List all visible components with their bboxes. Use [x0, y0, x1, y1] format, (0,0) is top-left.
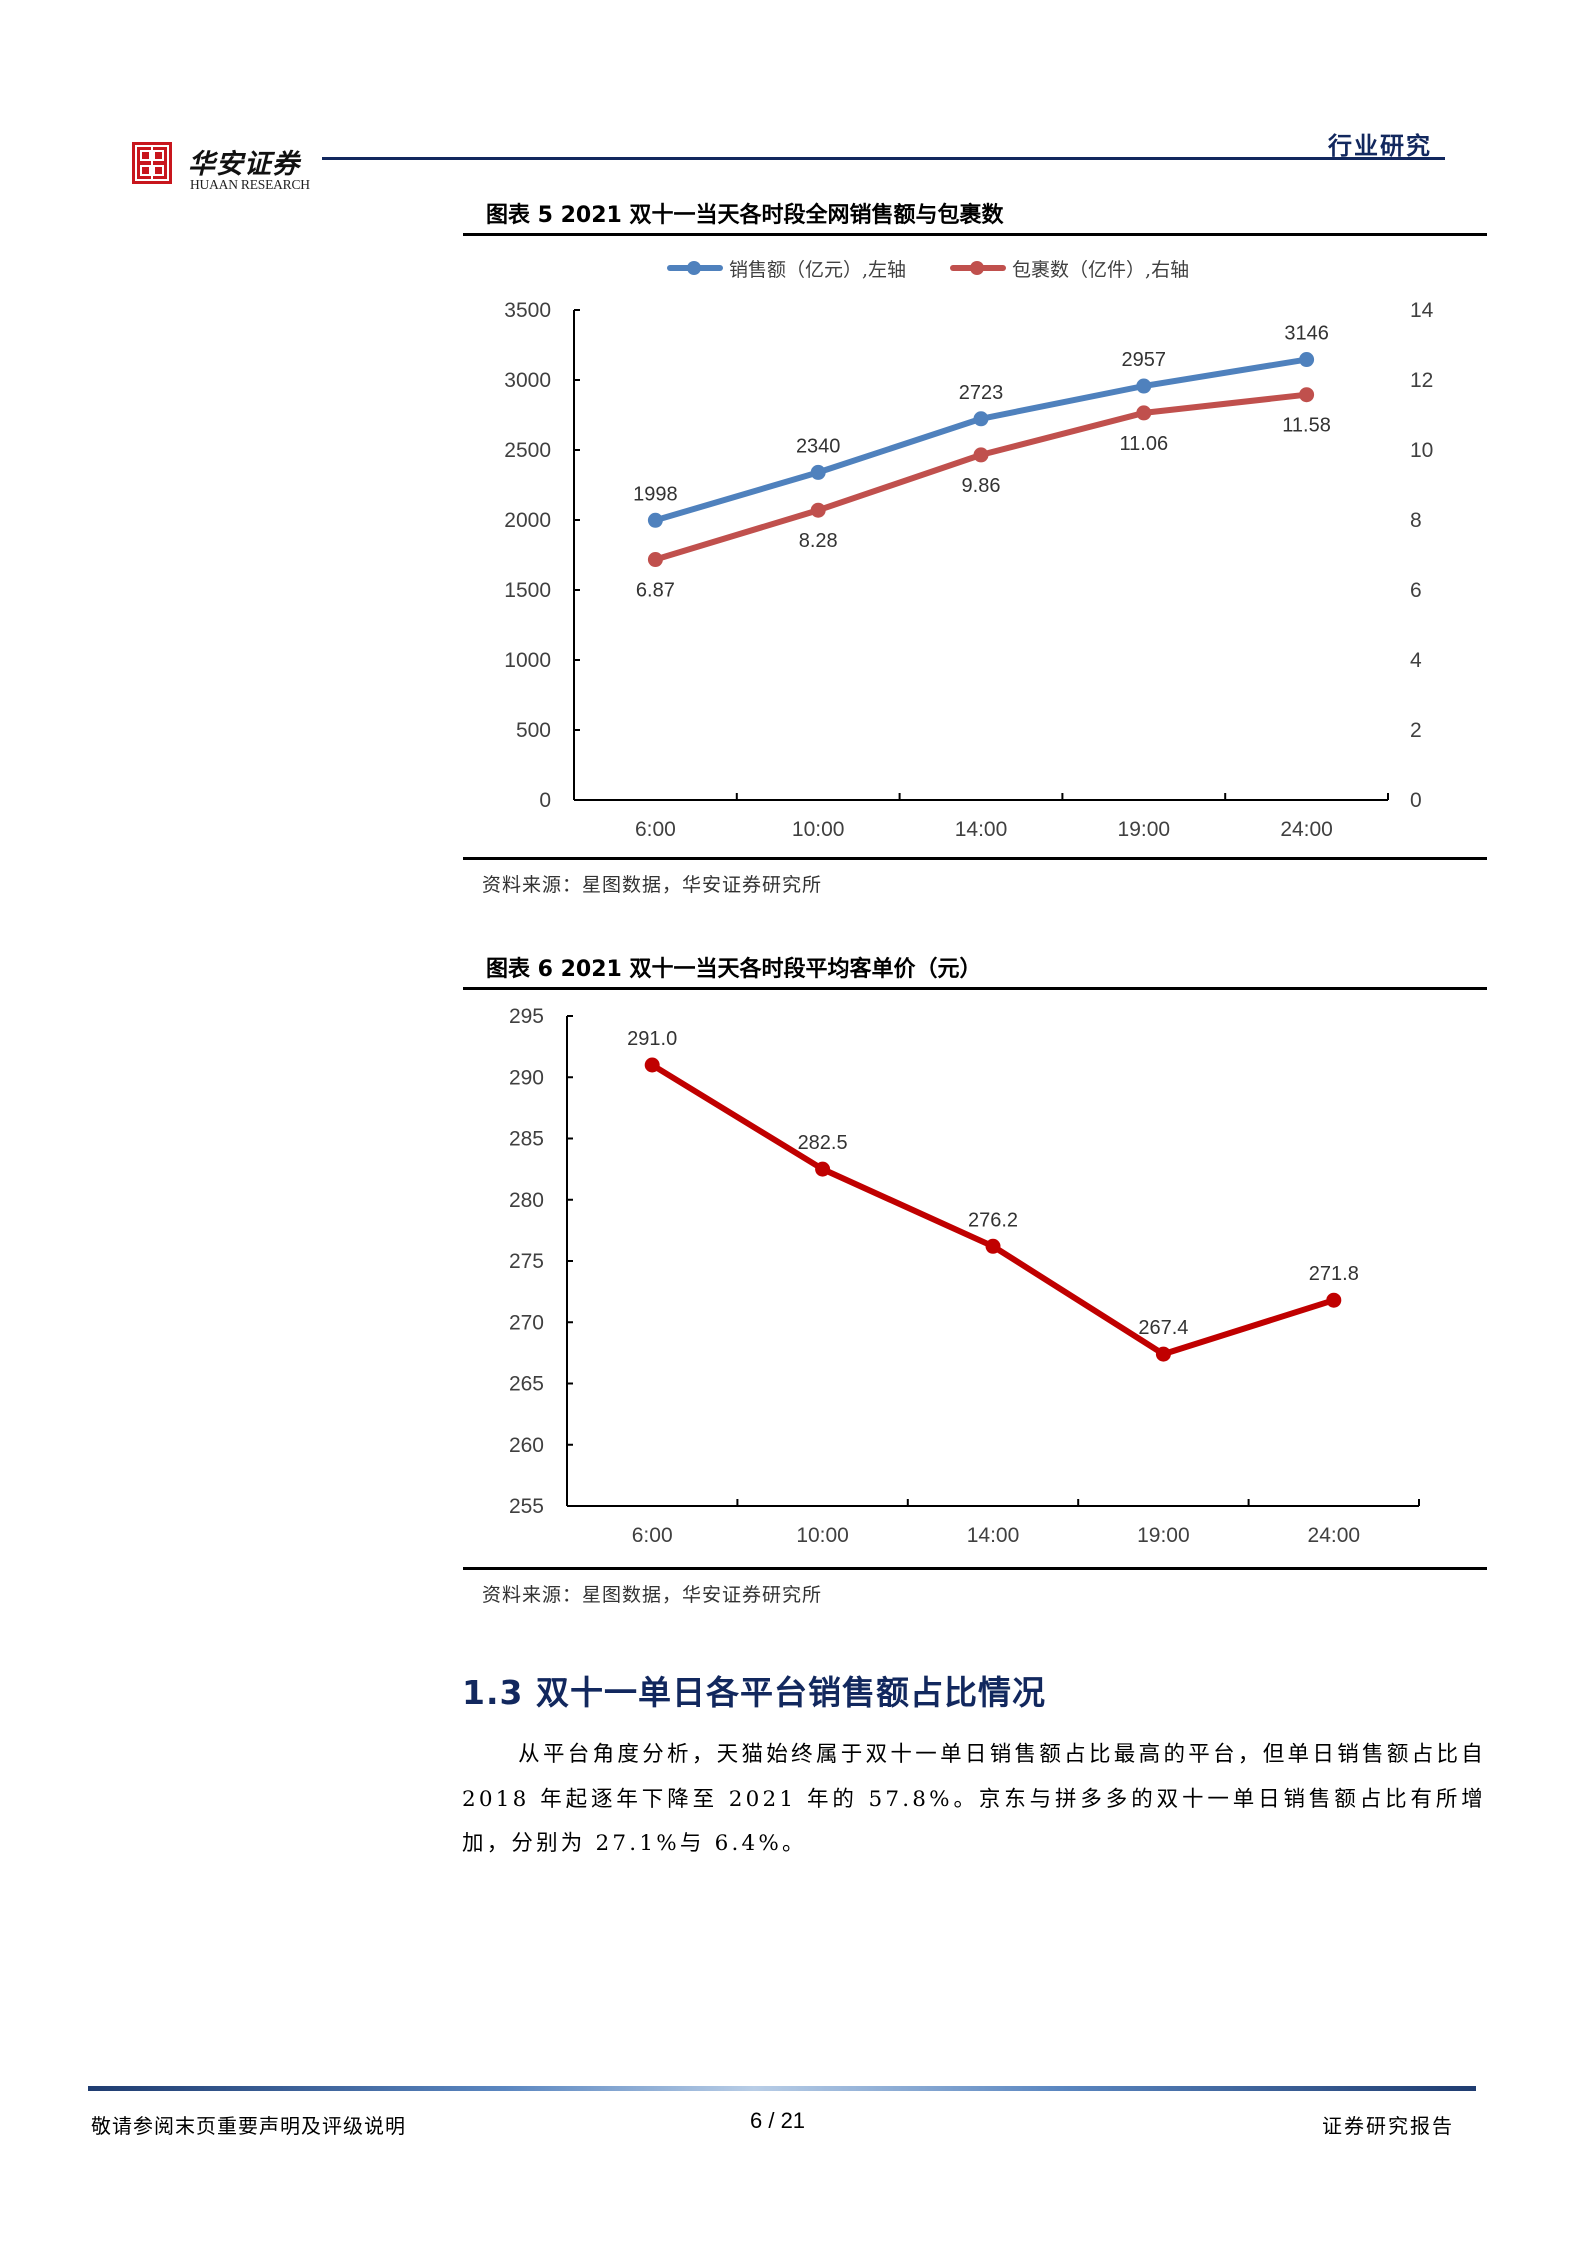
data-label: 2957 [1122, 349, 1167, 371]
x-tick-label: 19:00 [1118, 818, 1171, 841]
footer-doc-type: 证券研究报告 [1322, 2114, 1454, 2138]
figure-5-top-rule [463, 233, 1487, 236]
x-tick-label: 10:00 [792, 818, 845, 841]
y-tick-label: 2000 [504, 509, 551, 532]
figure-6-top-rule [463, 987, 1487, 990]
x-tick-label: 10:00 [796, 1524, 849, 1547]
header-divider [322, 157, 1445, 160]
figure-6-bottom-rule [463, 1567, 1487, 1570]
data-point-marker [810, 502, 826, 518]
data-point-marker [1299, 387, 1315, 403]
sales-parcels-line-chart: 0 500 1000 1500 2000 2500 3000 3500 6:00 10:00 14:… [504, 299, 1434, 841]
y2-tick-label: 2 [1410, 719, 1422, 742]
body-paragraph: 从平台角度分析，天猫始终属于双十一单日销售额占比最高的平台，但单日销售额占比自 … [462, 1733, 1486, 1867]
x-tick-label: 14:00 [955, 818, 1008, 841]
data-point-marker [647, 552, 663, 568]
y2-tick-label: 8 [1410, 509, 1422, 532]
legend-item-parcels: 包裹数（亿件）,右轴 [950, 255, 1189, 282]
data-label: 9.86 [962, 475, 1001, 497]
report-category: 行业研究 [1328, 131, 1432, 160]
data-point-marker [985, 1238, 1001, 1254]
y2-tick-label: 14 [1410, 299, 1434, 322]
y-tick-label: 0 [539, 789, 551, 812]
x-tick-label: 14:00 [967, 1524, 1020, 1547]
line-marker-icon [667, 261, 723, 275]
figure-5-title: 图表 5 2021 双十一当天各时段全网销售额与包裹数 [486, 203, 1004, 228]
data-point-marker [1155, 1346, 1171, 1362]
figure-5-bottom-rule [463, 857, 1487, 860]
data-point-marker [644, 1057, 660, 1073]
y-tick-label: 3500 [504, 299, 551, 322]
data-label: 6.87 [636, 580, 675, 602]
data-point-marker [1136, 405, 1152, 421]
data-label: 11.06 [1120, 433, 1169, 455]
data-label: 2723 [959, 382, 1004, 404]
data-point-marker [810, 464, 826, 480]
y-tick-label: 290 [509, 1066, 544, 1089]
y-tick-label: 295 [509, 1005, 544, 1028]
y2-tick-label: 10 [1410, 439, 1433, 462]
data-label: 8.28 [799, 530, 838, 552]
data-label: 1998 [633, 483, 678, 505]
x-tick-label: 6:00 [635, 818, 676, 841]
logo-knot-icon [135, 145, 169, 181]
y-tick-label: 275 [509, 1250, 544, 1273]
section-heading: 1.3 双十一单日各平台销售额占比情况 [462, 1673, 1046, 1712]
data-point-marker [815, 1161, 831, 1177]
data-point-marker [973, 447, 989, 463]
y2-tick-label: 12 [1410, 369, 1433, 392]
data-label: 291.0 [627, 1028, 677, 1050]
figure-6-source: 资料来源：星图数据，华安证券研究所 [482, 1584, 823, 1606]
x-tick-label: 24:00 [1280, 818, 1333, 841]
footer-disclaimer: 敬请参阅末页重要声明及评级说明 [91, 2114, 406, 2138]
data-label: 2340 [796, 435, 841, 457]
data-point-marker [1299, 352, 1315, 368]
legend-label: 销售额（亿元）,左轴 [729, 258, 907, 281]
data-label: 11.58 [1282, 415, 1331, 437]
data-label: 271.8 [1309, 1263, 1359, 1285]
data-point-marker [647, 512, 663, 528]
page-number: 6 / 21 [750, 2108, 806, 2133]
y-tick-label: 280 [509, 1189, 544, 1212]
data-label: 267.4 [1138, 1317, 1188, 1339]
brand-name-en: HUAAN RESEARCH [190, 177, 310, 192]
legend-item-sales: 销售额（亿元）,左轴 [667, 255, 906, 282]
y-tick-label: 260 [509, 1434, 544, 1457]
y-tick-label: 255 [509, 1495, 544, 1518]
x-tick-label: 24:00 [1308, 1524, 1361, 1547]
data-label: 3146 [1284, 323, 1329, 345]
data-label: 282.5 [798, 1132, 848, 1154]
brand-name-cn: 华安证券 [188, 149, 300, 180]
x-tick-label: 6:00 [632, 1524, 673, 1547]
y-tick-label: 2500 [504, 439, 551, 462]
y-tick-label: 270 [509, 1311, 544, 1334]
avg-order-value-line-chart: 255 260 265 270 275 280 285 290 295 6:00 10:00 14:0… [509, 1005, 1420, 1547]
footer-divider [88, 2086, 1476, 2091]
y-tick-label: 265 [509, 1373, 544, 1396]
figure-5-source: 资料来源：星图数据，华安证券研究所 [482, 874, 823, 896]
figure-6-title: 图表 6 2021 双十一当天各时段平均客单价（元） [486, 957, 982, 982]
data-label: 276.2 [968, 1209, 1018, 1231]
paragraph-text: 从平台角度分析，天猫始终属于双十一单日销售额占比最高的平台，但单日销售额占比自 … [462, 1742, 1486, 1856]
data-point-marker [973, 411, 989, 427]
y-tick-label: 1000 [504, 649, 551, 672]
y-tick-label: 1500 [504, 579, 551, 602]
data-point-marker [1326, 1292, 1342, 1308]
y2-tick-label: 6 [1410, 579, 1422, 602]
x-tick-label: 19:00 [1137, 1524, 1190, 1547]
data-point-marker [1136, 378, 1152, 394]
y-tick-label: 500 [516, 719, 551, 742]
company-logo [132, 142, 172, 184]
y2-tick-label: 4 [1410, 649, 1422, 672]
y2-tick-label: 0 [1410, 789, 1422, 812]
y-tick-label: 285 [509, 1128, 544, 1151]
line-marker-icon [950, 261, 1007, 275]
legend-label: 包裹数（亿件）,右轴 [1012, 258, 1190, 281]
y-tick-label: 3000 [504, 369, 551, 392]
chart-legend: 销售额（亿元）,左轴 包裹数（亿件）,右轴 [667, 254, 1233, 282]
